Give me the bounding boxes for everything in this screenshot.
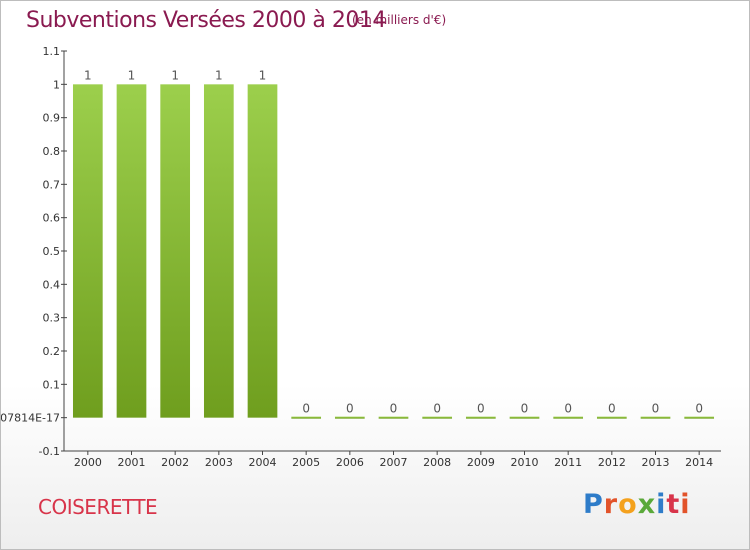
bars: 1 1 1 1 1 0 0 0 0 0 0 0 0 0 0 (72, 68, 715, 419)
x-tick-label: 2012 (598, 456, 626, 469)
x-tick-label: 2008 (423, 456, 451, 469)
y-tick-label: 1 (53, 78, 60, 91)
y-tick-label: 0.9 (43, 112, 61, 125)
x-tick-label: 2004 (249, 456, 277, 469)
x-tick-label: 2000 (74, 456, 102, 469)
bar-value-label: 0 (477, 402, 485, 416)
chart-title: Subventions Versées 2000 à 2014 (26, 8, 386, 33)
bar (291, 416, 322, 419)
y-tick-label: 0.1 (43, 378, 61, 391)
y-tick-label: 1.1 (43, 45, 61, 58)
bar (596, 416, 627, 419)
y-tick-label: 0.2 (43, 345, 61, 358)
bar (553, 416, 584, 419)
x-tick-label: 2011 (554, 456, 582, 469)
bar (422, 416, 453, 419)
bar (378, 416, 409, 419)
bar-value-label: 0 (564, 402, 572, 416)
y-tick-label: 0.5 (43, 245, 61, 258)
y-tick-label: 0.4 (43, 278, 61, 291)
bar-value-label: 1 (259, 68, 267, 82)
bar-value-label: 0 (302, 402, 310, 416)
x-tick-label: 2013 (642, 456, 670, 469)
y-tick-label: 0.3 (43, 312, 61, 325)
x-tick-label: 2002 (161, 456, 189, 469)
bar-value-label: 0 (652, 402, 660, 416)
y-tick-label: 0.8 (43, 145, 61, 158)
bar (465, 416, 496, 419)
chart-subtitle: (en milliers d'€) (352, 13, 447, 27)
bar-value-label: 0 (433, 402, 441, 416)
x-axis: 2000 2001 2002 2003 2004 2005 2006 2007 2008 2009… (64, 450, 721, 469)
bar-value-label: 1 (128, 68, 136, 82)
y-tick-label: 0.6 (43, 212, 61, 225)
bar-value-label: 0 (608, 402, 616, 416)
bar (247, 84, 278, 418)
x-tick-label: 2005 (292, 456, 320, 469)
x-tick-label: 2014 (685, 456, 713, 469)
y-tick-label: 0.7 (43, 178, 61, 191)
bar (684, 416, 715, 419)
bar-value-label: 0 (695, 402, 703, 416)
bar-value-label: 1 (171, 68, 179, 82)
y-tick-label: 1.3877787807814E-17 (1, 412, 60, 425)
bar-value-label: 1 (84, 68, 92, 82)
bar-value-label: 1 (215, 68, 223, 82)
proxiti-logo[interactable]: Proxiti (583, 489, 691, 520)
bar (509, 416, 540, 419)
bar (640, 416, 671, 419)
x-tick-label: 2001 (118, 456, 146, 469)
bar-value-label: 0 (390, 402, 398, 416)
x-tick-label: 2006 (336, 456, 364, 469)
bar (160, 84, 191, 418)
bar (334, 416, 365, 419)
bar (72, 84, 103, 418)
commune-name: COISERETTE (38, 495, 158, 519)
x-tick-label: 2007 (380, 456, 408, 469)
x-tick-label: 2003 (205, 456, 233, 469)
bar (203, 84, 234, 418)
bar-value-label: 0 (346, 402, 354, 416)
bar-value-label: 0 (521, 402, 529, 416)
x-tick-label: 2010 (511, 456, 539, 469)
y-tick-label: -0.1 (39, 445, 60, 458)
x-tick-label: 2009 (467, 456, 495, 469)
bar (116, 84, 147, 418)
y-axis: -0.1 1.3877787807814E-17 0.1 0.2 0.3 0.4 0.5 0.… (1, 45, 67, 458)
